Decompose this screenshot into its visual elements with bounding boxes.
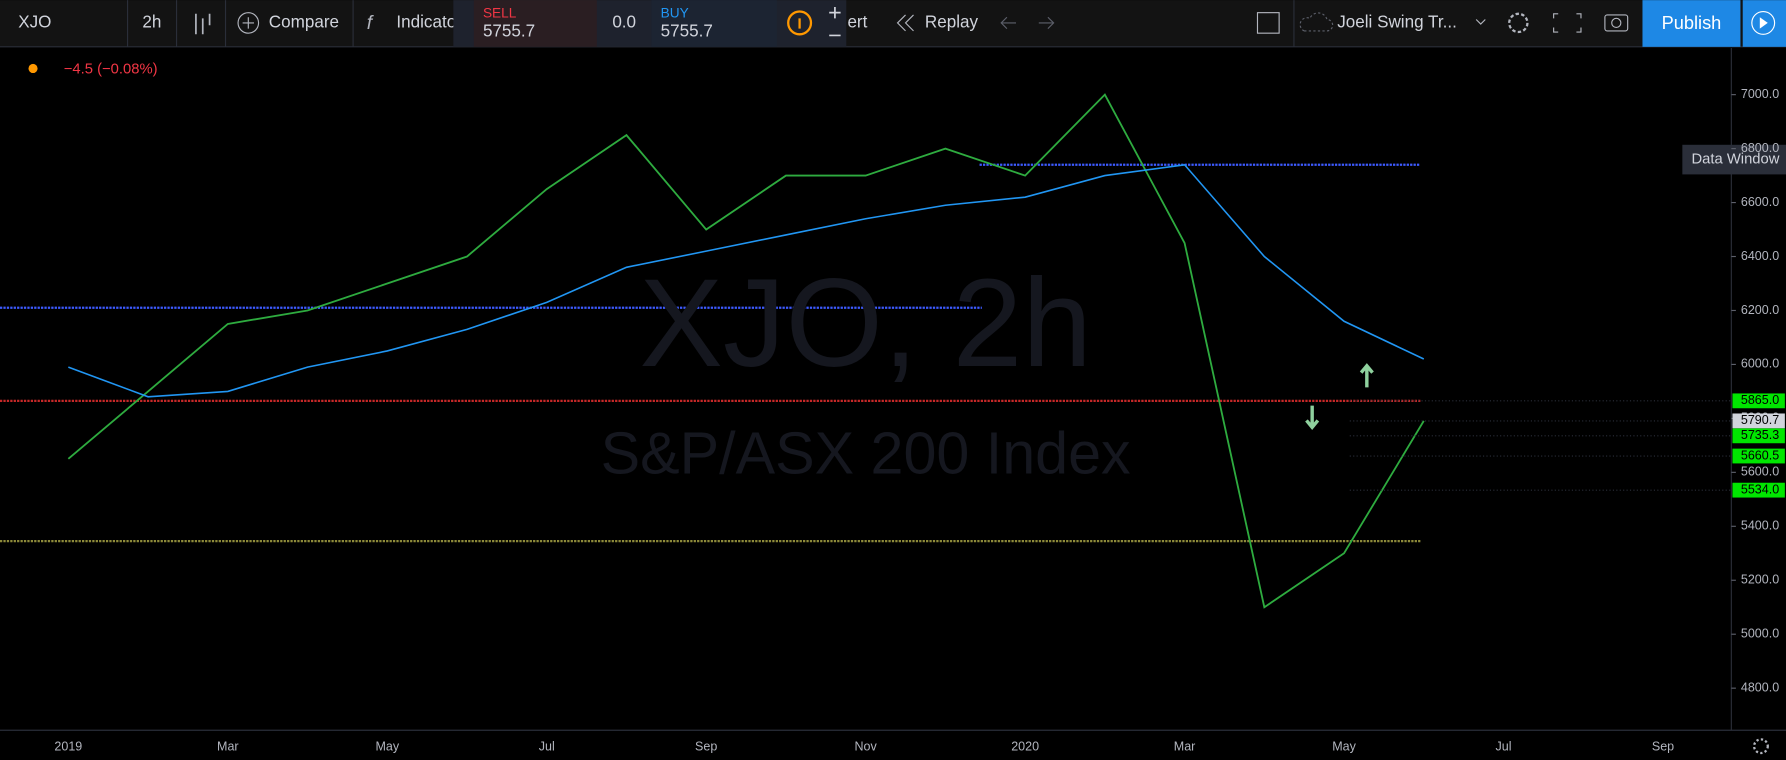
- compare[interactable]: Compare: [269, 12, 339, 31]
- alert[interactable]: ert: [847, 12, 867, 31]
- sell-price: 5755.7: [483, 22, 535, 41]
- sell-label: SELL: [483, 5, 517, 20]
- compare-plus: [242, 17, 255, 29]
- y-tick-label: 5000.0: [1741, 627, 1779, 641]
- y-tick-label: 7000.0: [1741, 87, 1779, 101]
- buy-label: BUY: [661, 5, 689, 20]
- x-tick-label: Nov: [855, 740, 878, 754]
- layout-menu[interactable]: [1475, 19, 1486, 25]
- snapshot[interactable]: [1604, 14, 1629, 32]
- price-tag: [1732, 448, 1785, 464]
- y-tick-label: 6600.0: [1741, 195, 1779, 209]
- price-tag-label: 5865.0: [1741, 393, 1779, 407]
- price-tag: [1732, 428, 1785, 444]
- spread: 0.0: [612, 12, 636, 31]
- price-tag: [1732, 393, 1785, 409]
- layout-name[interactable]: Joeli Swing Tr...: [1337, 12, 1457, 31]
- stream-play: [1759, 17, 1768, 29]
- x-tick-label: Mar: [217, 740, 239, 754]
- series-line: [67, 93, 1425, 609]
- y-tick-label: 6400.0: [1741, 249, 1779, 263]
- x-tick-label: Sep: [1652, 740, 1674, 754]
- price-tag-label: 5660.5: [1741, 448, 1779, 462]
- down-arrow: [1305, 405, 1320, 430]
- market-status: [28, 63, 38, 74]
- publish-button[interactable]: [1642, 0, 1741, 47]
- toolbar: [0, 0, 1786, 47]
- compare-icon[interactable]: [237, 12, 260, 34]
- y-tick-label: 5400.0: [1741, 519, 1779, 533]
- x-tick-label: Mar: [1174, 740, 1196, 754]
- bar-style-icon[interactable]: [195, 13, 211, 35]
- buy-button[interactable]: [651, 0, 777, 47]
- replay-icon[interactable]: [896, 14, 914, 32]
- info-icon[interactable]: [787, 10, 813, 36]
- up-arrow: [1359, 363, 1374, 388]
- x-tick-label: 2020: [1011, 740, 1039, 754]
- price-change: −4.5 (−0.08%): [64, 62, 158, 78]
- x-tick-label: May: [1332, 740, 1356, 754]
- plot-area: [0, 93, 1732, 609]
- buy-price: 5755.7: [661, 22, 713, 41]
- fullscreen[interactable]: [1553, 13, 1582, 33]
- y-tick-label: 6000.0: [1741, 357, 1779, 371]
- undo[interactable]: [1000, 16, 1017, 30]
- layout-icon[interactable]: [1256, 12, 1280, 34]
- y-tick-label: 5600.0: [1741, 465, 1779, 479]
- price-tag-label: 5735.3: [1741, 428, 1779, 442]
- x-tick-label: 2019: [54, 740, 82, 754]
- price-tag-label: 5534.0: [1741, 482, 1779, 496]
- snapshot-lens: [1611, 17, 1622, 29]
- watermark: XJO, 2h: [639, 253, 1092, 393]
- redo[interactable]: [1038, 16, 1055, 30]
- sell-button[interactable]: [473, 0, 597, 47]
- x-tick-label: May: [375, 740, 399, 754]
- price-tag-label: 5790.7: [1741, 413, 1779, 427]
- indicators[interactable]: Indicato: [396, 12, 456, 31]
- replay[interactable]: Replay: [925, 12, 979, 31]
- x-tick-label: Sep: [695, 740, 717, 754]
- data-window: Data Window: [1691, 152, 1779, 168]
- cloud-icon: [1299, 12, 1334, 32]
- settings[interactable]: [1508, 12, 1529, 34]
- symbol[interactable]: XJO: [18, 12, 51, 31]
- stream-icon: [1751, 10, 1776, 35]
- x-tick-label: Jul: [539, 740, 555, 754]
- price-tag: [1732, 482, 1785, 498]
- price-tag: [1732, 413, 1785, 429]
- x-tick-label: Jul: [1496, 740, 1512, 754]
- y-tick-label: 6800.0: [1741, 141, 1779, 155]
- data-window-tab[interactable]: [1682, 144, 1786, 175]
- y-tick-label: 6200.0: [1741, 303, 1779, 317]
- watermark-subtitle: S&P/ASX 200 Index: [601, 420, 1131, 487]
- interval[interactable]: 2h: [142, 12, 161, 31]
- quantity-stepper[interactable]: [829, 6, 841, 37]
- y-tick-label: 5200.0: [1741, 573, 1779, 587]
- publish: Publish: [1662, 13, 1722, 33]
- indicators-icon[interactable]: f: [367, 12, 375, 34]
- y-tick-label: 4800.0: [1741, 680, 1779, 694]
- series-line: [68, 163, 1425, 398]
- axis-settings[interactable]: [1752, 738, 1769, 755]
